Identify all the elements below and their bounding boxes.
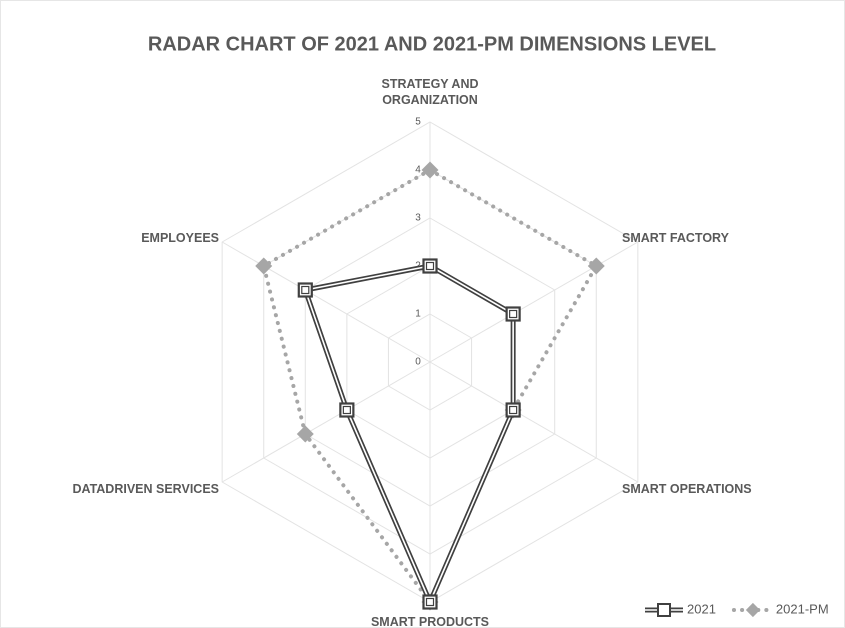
category-label: SMART FACTORY (622, 231, 729, 245)
series-marker-inner (425, 261, 435, 271)
axis-spoke (221, 361, 431, 483)
legend-marker (745, 602, 760, 618)
series-marker (296, 425, 314, 443)
category-label: EMPLOYEES (141, 231, 219, 245)
series-marker (421, 161, 439, 179)
series-marker (587, 257, 605, 275)
axis-spoke (429, 241, 639, 363)
series-marker-inner (342, 405, 351, 415)
legend-label: 2021-PM (776, 601, 829, 616)
series-marker-inner (301, 285, 310, 295)
series-marker (422, 594, 438, 610)
series-line (302, 263, 516, 605)
r-tick-label: 0 (415, 357, 421, 368)
series-marker (422, 258, 438, 274)
r-tick-label: 3 (415, 213, 421, 224)
series-marker (297, 282, 313, 298)
series-marker (505, 402, 521, 418)
r-tick-label: 5 (415, 117, 421, 128)
legend-label: 2021 (687, 601, 716, 616)
series-marker (339, 402, 355, 418)
series-marker (505, 306, 521, 322)
series-marker (255, 257, 273, 275)
category-label: SMART PRODUCTS (370, 615, 490, 628)
series-marker-inner (509, 309, 518, 319)
axis-spoke (429, 361, 639, 483)
series-marker-inner (509, 405, 518, 415)
r-tick-label: 1 (415, 309, 421, 320)
category-label: STRATEGY AND ORGANIZATION (381, 77, 479, 107)
category-label: DATADRIVEN SERVICES (72, 482, 219, 496)
category-label: SMART OPERATIONS (622, 482, 752, 496)
axis-spoke (221, 241, 431, 363)
r-tick-label: 4 (415, 165, 421, 176)
chart-title: RADAR CHART OF 2021 AND 2021-PM DIMENSIO… (148, 33, 716, 55)
legend-marker (657, 603, 671, 617)
series-marker-inner (425, 597, 435, 607)
